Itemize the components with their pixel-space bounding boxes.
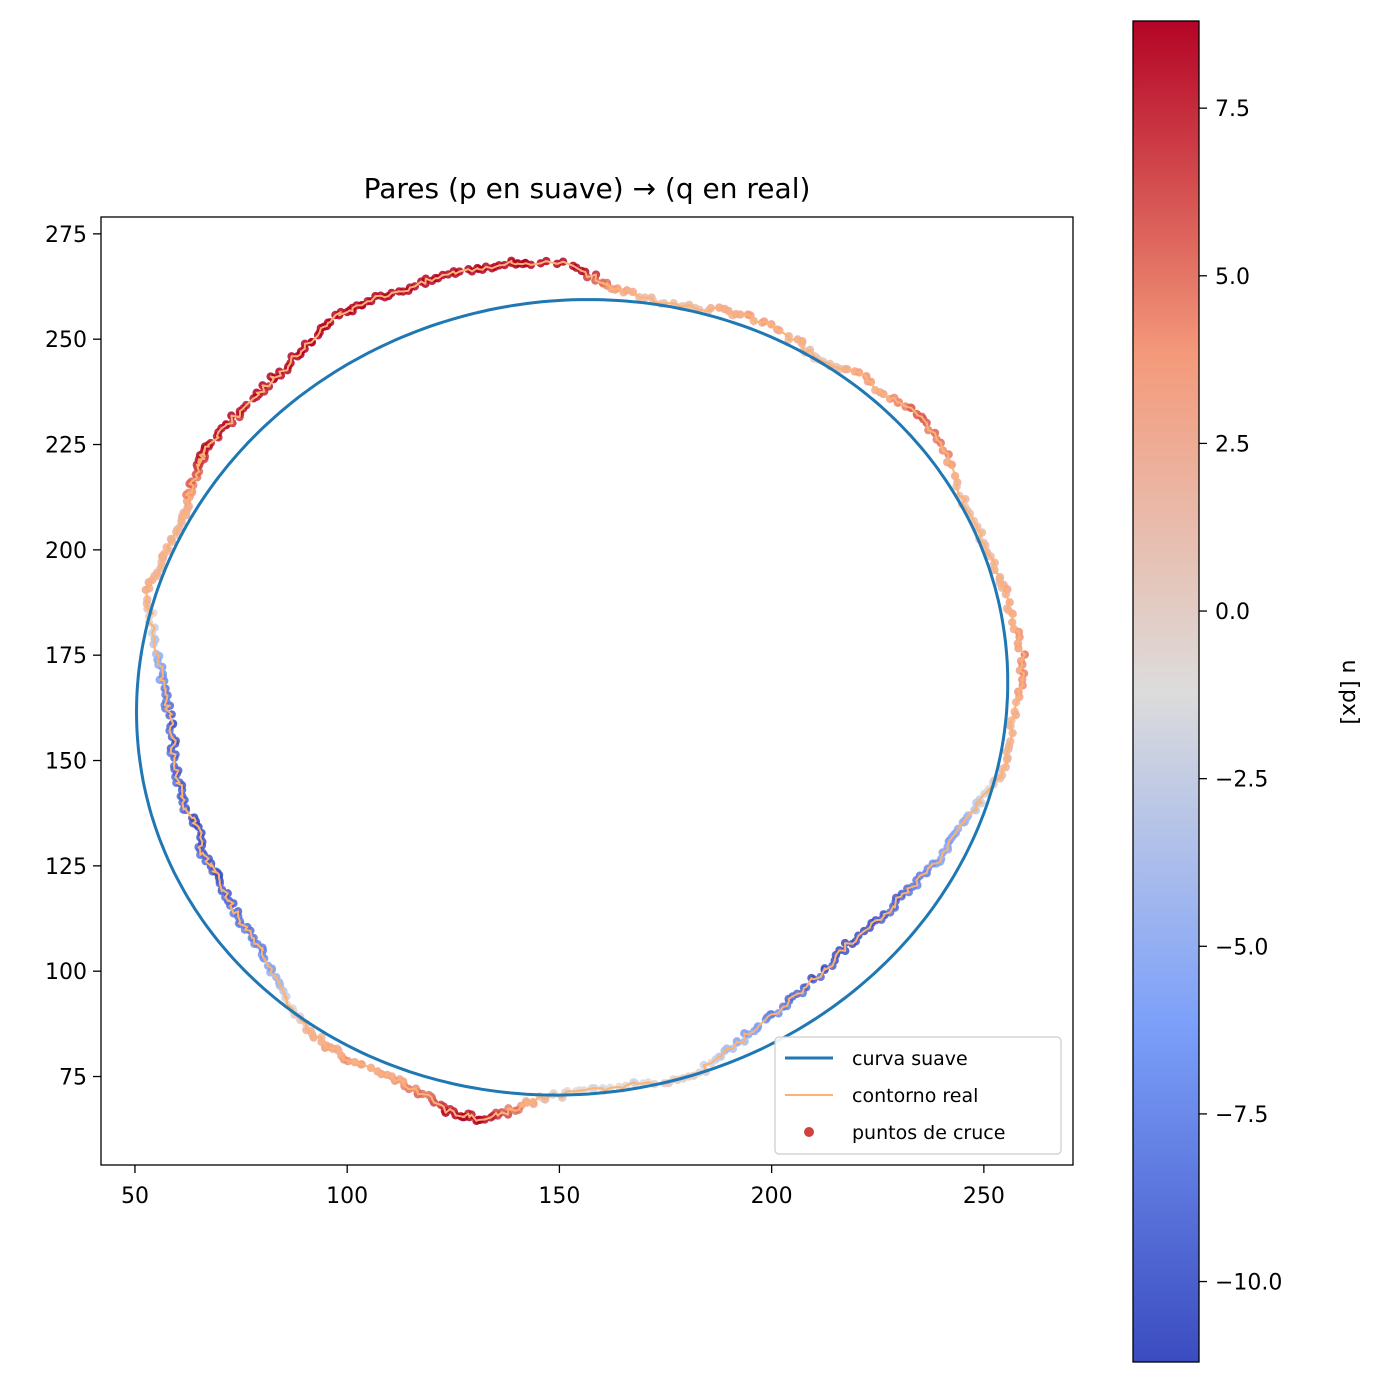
x-tick-label: 100	[326, 1184, 368, 1209]
y-tick-label: 175	[45, 644, 87, 669]
y-tick-label: 200	[45, 539, 87, 564]
colorbar-tick-label: 5.0	[1215, 265, 1250, 290]
x-axis: 50 100 150 200 250	[121, 1165, 1005, 1209]
colorbar-tick-label: −7.5	[1215, 1103, 1268, 1128]
series-puntos-de-cruce	[141, 256, 1030, 1126]
legend-swatch-puntos-de-cruce	[804, 1127, 814, 1137]
x-tick-label: 50	[121, 1184, 149, 1209]
colorbar-tick-label: −5.0	[1215, 935, 1268, 960]
series-contorno-real	[144, 259, 1026, 1122]
axes-frame	[100, 216, 1074, 1166]
colorbar-label: u [px]	[1337, 659, 1362, 724]
legend-label-curva-suave: curva suave	[852, 1048, 968, 1070]
colorbar-gradient	[1132, 20, 1200, 1363]
colorbar-ticks: −10.0 −7.5 −5.0 −2.5 0.0 2.5 5.0 7.5	[1199, 97, 1282, 1296]
x-tick-label: 200	[751, 1184, 793, 1209]
plot-area	[134, 256, 1030, 1126]
y-tick-label: 225	[45, 434, 87, 459]
legend: curva suave contorno real puntos de cruc…	[774, 1036, 1062, 1155]
chart-title: Pares (p en suave) → (q en real)	[364, 172, 811, 205]
legend-label-contorno-real: contorno real	[852, 1085, 978, 1107]
y-tick-label: 125	[45, 855, 87, 880]
x-tick-label: 150	[538, 1184, 580, 1209]
y-axis: 75 100 125 150 175 200 225 250 275	[45, 223, 101, 1091]
colorbar: −10.0 −7.5 −5.0 −2.5 0.0 2.5 5.0 7.5 u [px]	[1132, 20, 1362, 1363]
y-tick-label: 150	[45, 750, 87, 775]
y-tick-label: 100	[45, 960, 87, 985]
y-tick-label: 75	[59, 1066, 87, 1091]
colorbar-tick-label: 0.0	[1215, 600, 1250, 625]
y-tick-label: 275	[45, 223, 87, 248]
legend-label-puntos-de-cruce: puntos de cruce	[852, 1122, 1005, 1144]
x-tick-label: 250	[963, 1184, 1005, 1209]
colorbar-tick-label: 7.5	[1215, 97, 1250, 122]
y-tick-label: 250	[45, 328, 87, 353]
colorbar-tick-label: 2.5	[1215, 432, 1250, 457]
colorbar-tick-label: −2.5	[1215, 768, 1268, 793]
series-curva-suave	[134, 298, 1010, 1097]
colorbar-tick-label: −10.0	[1215, 1271, 1282, 1296]
legend-box	[774, 1036, 1062, 1155]
